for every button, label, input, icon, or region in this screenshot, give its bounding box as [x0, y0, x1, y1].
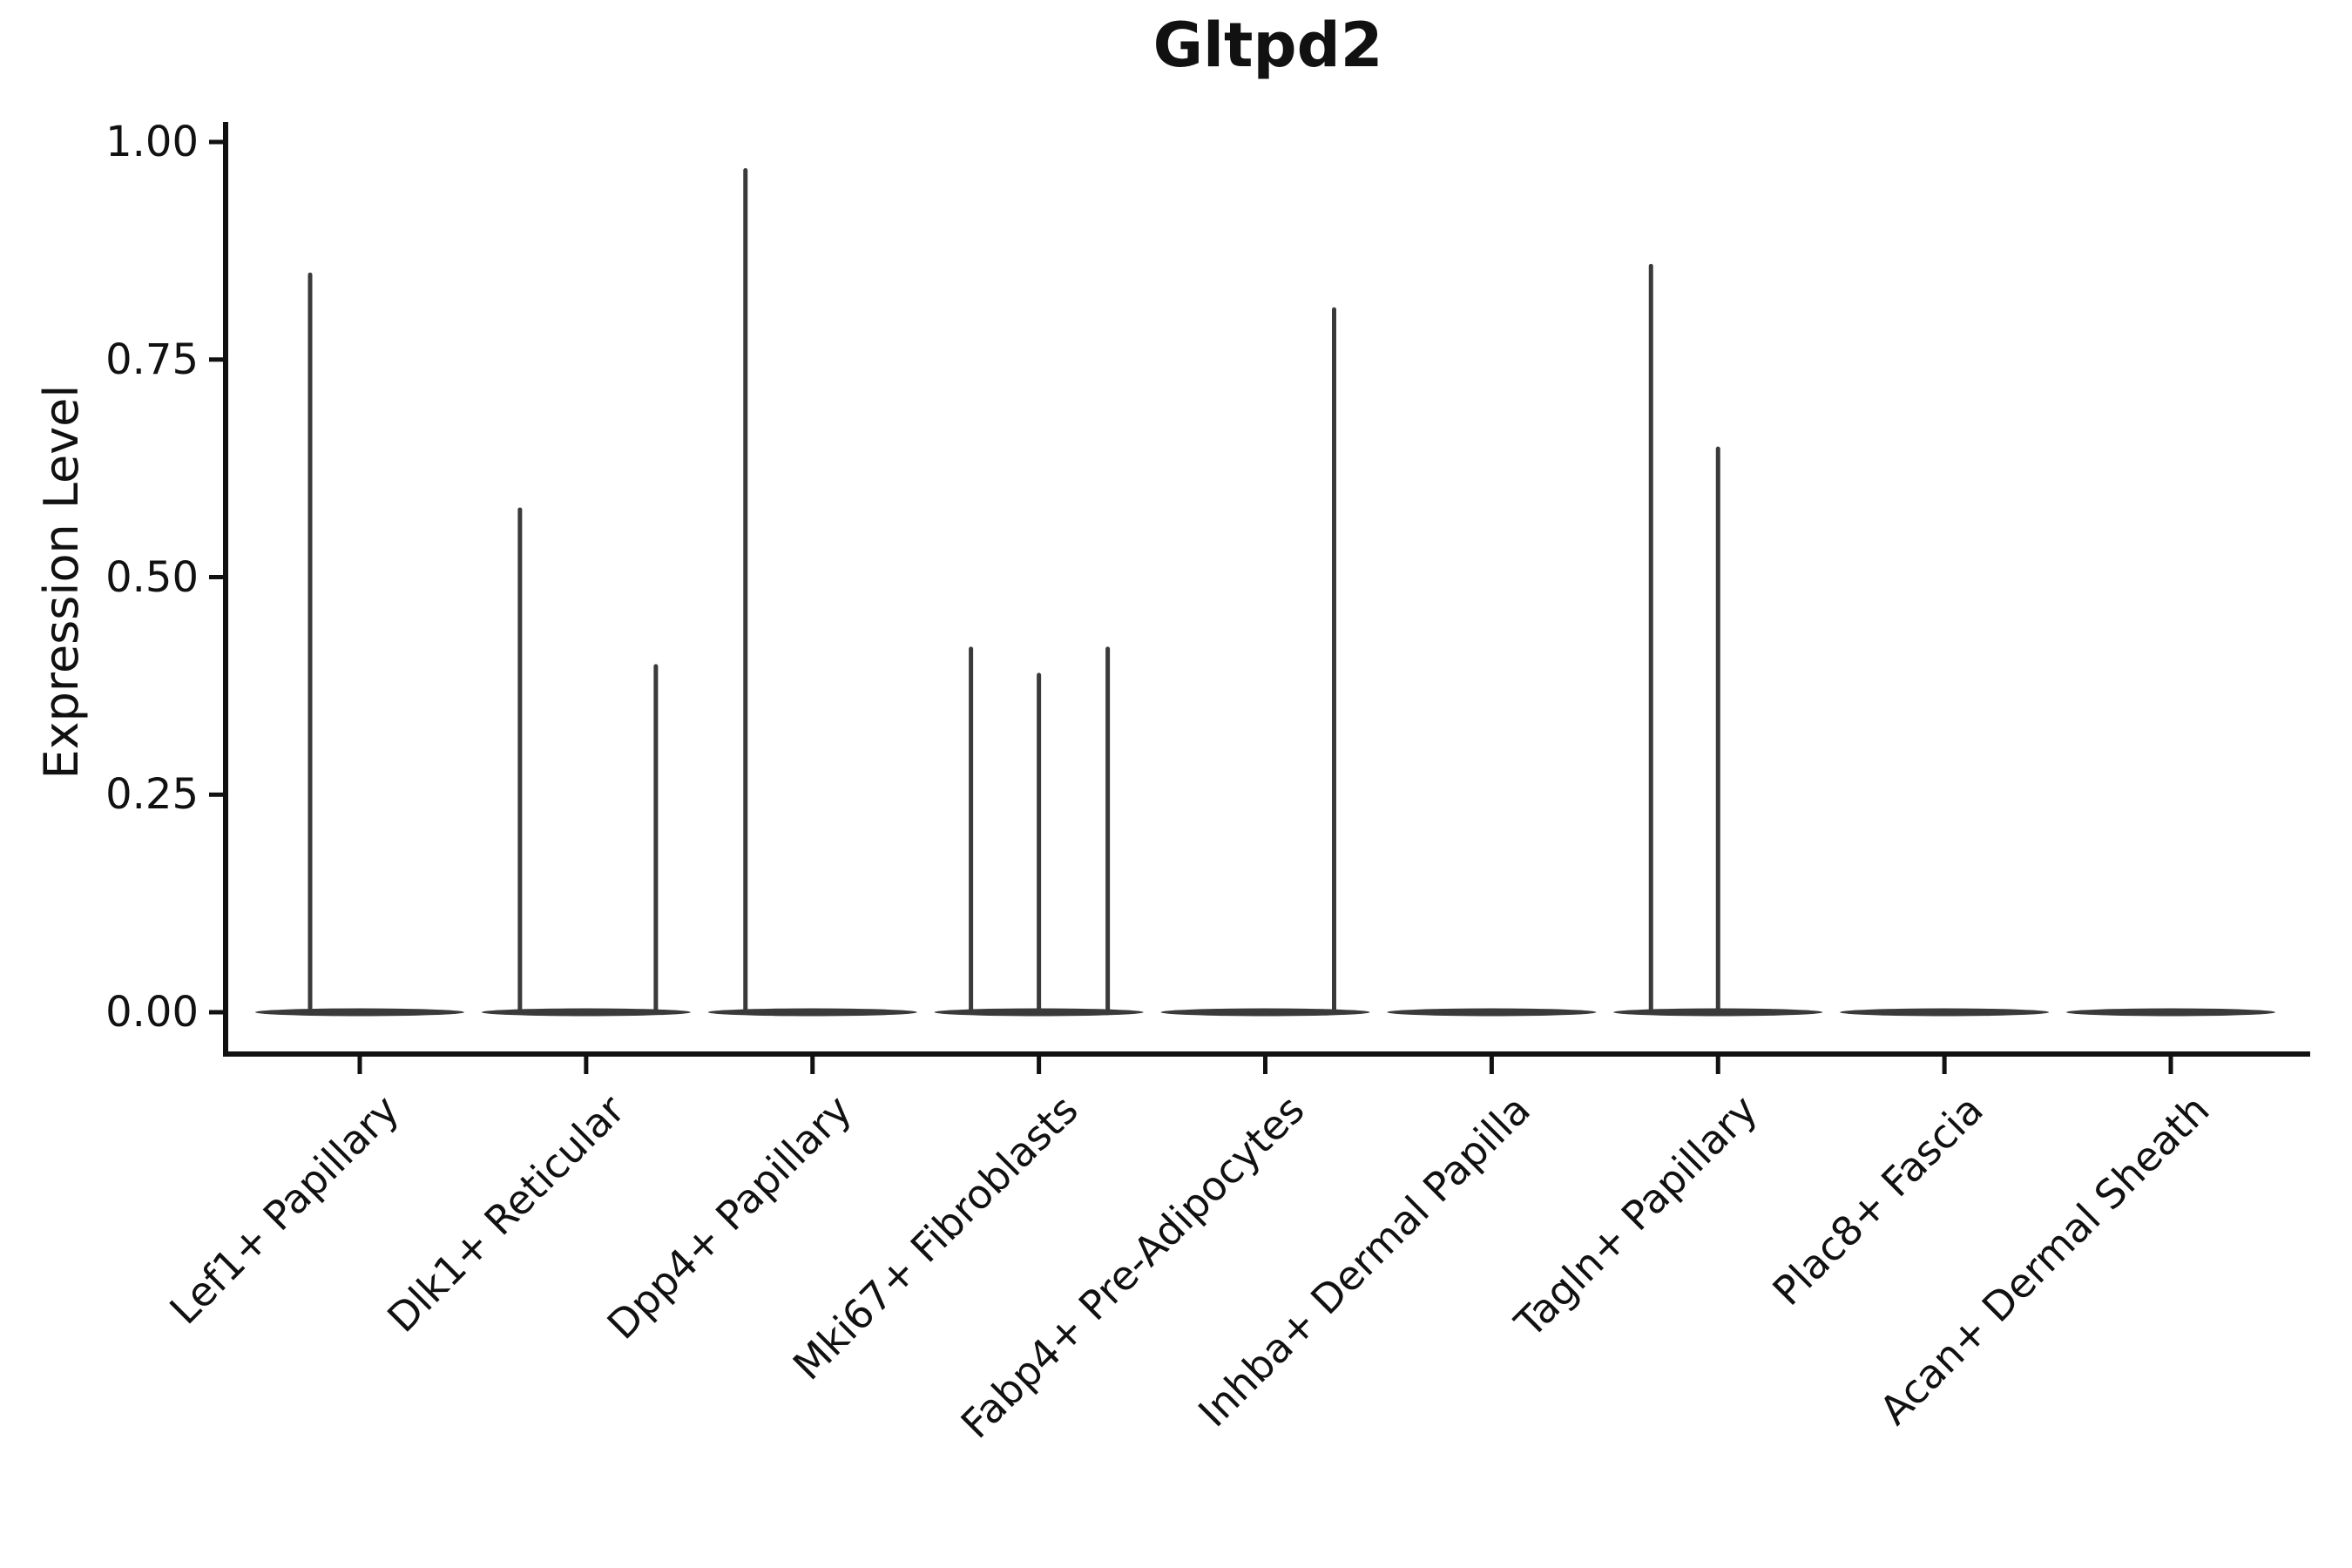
violin-baseline: [1160, 1008, 1370, 1017]
violin-spike: [1648, 263, 1653, 1014]
violin-spike: [1332, 307, 1336, 1014]
y-tick-label: 1.00: [105, 118, 199, 166]
violin-spike: [969, 646, 974, 1014]
y-tick: [209, 1010, 226, 1015]
violin-spike: [517, 507, 523, 1014]
x-tick: [357, 1057, 362, 1074]
x-tick: [810, 1057, 815, 1074]
y-tick-label: 0.75: [105, 335, 199, 384]
violin-spike: [1715, 446, 1720, 1014]
violin-spike: [1037, 672, 1042, 1014]
y-tick: [209, 357, 226, 362]
violin-baseline: [2066, 1008, 2275, 1017]
violin-baseline: [255, 1008, 464, 1017]
y-tick-label: 0.50: [105, 552, 199, 602]
x-tick: [1263, 1057, 1267, 1074]
y-tick: [209, 139, 226, 145]
chart-title: Gltpd2: [1152, 10, 1383, 81]
y-tick-label: 0.25: [105, 770, 199, 820]
violin-spike: [1105, 646, 1111, 1014]
x-tick: [1489, 1057, 1494, 1074]
y-axis-line: [223, 122, 228, 1057]
y-tick: [209, 792, 226, 797]
x-axis-line: [223, 1051, 2310, 1057]
violin-spike: [653, 664, 659, 1014]
violin-spike: [308, 272, 313, 1015]
y-tick: [209, 575, 226, 579]
violin-spike: [743, 167, 748, 1015]
y-tick-label: 0.00: [105, 988, 199, 1037]
x-tick: [1715, 1057, 1720, 1074]
violin-baseline: [707, 1008, 917, 1017]
violin-baseline: [481, 1008, 691, 1017]
x-tick: [584, 1057, 589, 1074]
x-tick: [1942, 1057, 1947, 1074]
violin-baseline: [1840, 1008, 2050, 1017]
x-tick: [2168, 1057, 2173, 1074]
x-tick: [1037, 1057, 1042, 1074]
violin-baseline: [1387, 1008, 1597, 1017]
